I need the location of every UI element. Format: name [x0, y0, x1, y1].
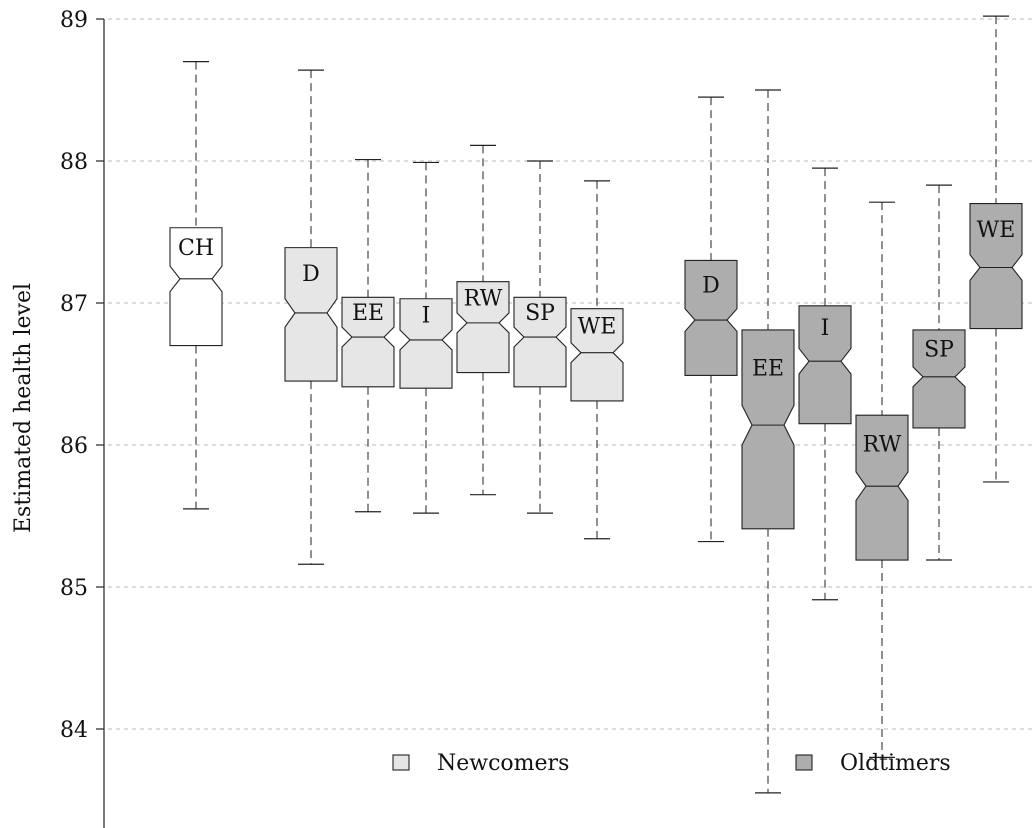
- y-axis-label: Estimated health level: [11, 283, 36, 533]
- box-newcomers-ee: [341, 158, 395, 513]
- legend-item-newcomers: Newcomers: [392, 751, 569, 776]
- y-tick-label-88: 88: [60, 150, 88, 175]
- grid-layer: [108, 18, 1032, 730]
- notched-box: [969, 203, 1023, 330]
- notched-box: [855, 414, 909, 561]
- notched-box: [741, 329, 795, 530]
- notched-box: [684, 259, 738, 376]
- box-label-d: D: [302, 262, 320, 287]
- box-oldtimers-we: [969, 15, 1023, 483]
- notched-box: [570, 308, 624, 402]
- notched-box: [284, 247, 338, 382]
- notched-box: [912, 329, 966, 429]
- legend-item-oldtimers: Oldtimers: [795, 751, 951, 776]
- box-label-i: I: [422, 303, 431, 328]
- box-newcomers-rw: [456, 144, 510, 496]
- y-tick-label-85: 85: [60, 576, 88, 601]
- box-label-ch: CH: [178, 236, 214, 261]
- box-label-sp: SP: [525, 301, 555, 326]
- box-label-ee: EE: [752, 357, 784, 382]
- box-oldtimers-i: [798, 167, 852, 601]
- legend-label-newcomers: Newcomers: [437, 751, 569, 776]
- box-newcomers-i: [399, 161, 453, 514]
- y-axis: 84 85 86 87 88 89: [60, 8, 105, 828]
- box-label-sp: SP: [924, 337, 954, 362]
- legend-label-oldtimers: Oldtimers: [840, 751, 951, 776]
- box-label-d: D: [702, 274, 720, 299]
- box-oldtimers-sp: [912, 184, 966, 561]
- y-tick-label-87: 87: [60, 292, 88, 317]
- notched-box: [169, 227, 223, 347]
- box-newcomers-d: [284, 69, 338, 565]
- legend-swatch-newcomers: [392, 754, 410, 771]
- box-label-layer: CH D EE I RW SP WE D EE I RW SP WE: [178, 218, 1015, 457]
- legend-swatch-oldtimers: [795, 754, 813, 771]
- box-newcomers-we: [570, 180, 624, 540]
- box-layer: [169, 15, 1023, 794]
- legend: Newcomers Oldtimers: [392, 751, 951, 776]
- notched-box: [456, 281, 510, 374]
- box-label-i: I: [821, 316, 830, 341]
- y-tick-label-89: 89: [60, 8, 88, 33]
- y-tick-label-86: 86: [60, 434, 88, 459]
- box-oldtimers-d: [684, 96, 738, 543]
- box-label-we: WE: [578, 315, 617, 340]
- box-label-we: WE: [977, 218, 1016, 243]
- notched-box: [798, 305, 852, 425]
- notched-box: [513, 296, 567, 388]
- box-reference-ch: [169, 60, 223, 510]
- notched-box: [399, 298, 453, 389]
- box-newcomers-sp: [513, 160, 567, 514]
- box-label-ee: EE: [352, 301, 384, 326]
- box-label-rw: RW: [464, 286, 503, 311]
- notched-box: [341, 296, 395, 388]
- y-tick-label-84: 84: [60, 718, 88, 743]
- box-oldtimers-ee: [741, 89, 795, 794]
- box-oldtimers-rw: [855, 201, 909, 759]
- box-label-rw: RW: [863, 433, 902, 458]
